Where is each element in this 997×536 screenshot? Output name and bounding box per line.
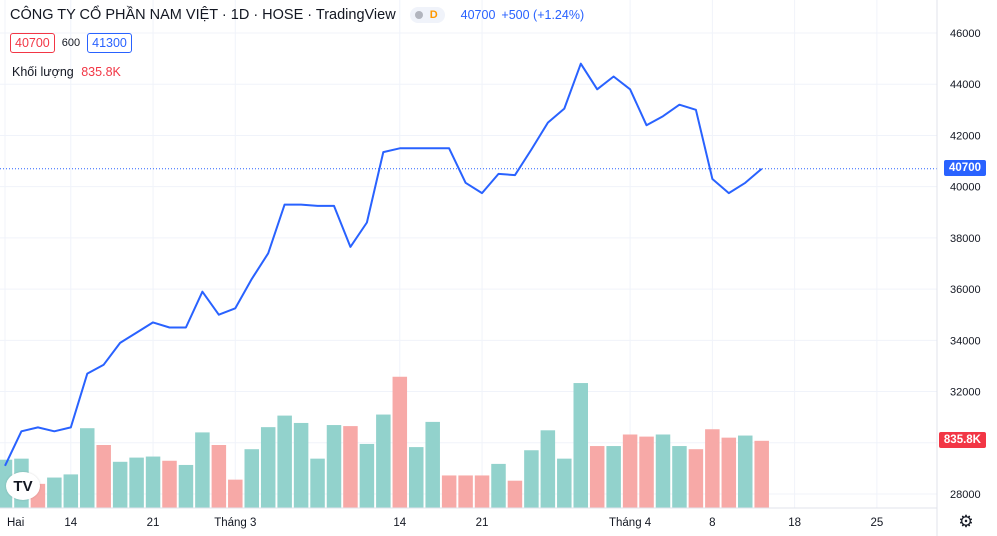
volume-label: Khối lượng [12, 65, 74, 79]
volume-bar [474, 475, 490, 508]
volume-bar [738, 435, 753, 508]
price-change: +500 (+1.24%) [501, 8, 585, 22]
volume-bar [392, 376, 408, 508]
volume-bar [277, 415, 292, 508]
volume-bar [228, 479, 243, 508]
last-volume-tag: 835.8K [938, 431, 986, 448]
time-tick-label: 21 [147, 517, 160, 529]
price-tick-label: 28000 [950, 489, 981, 501]
sell-price-box[interactable]: 40700 [10, 33, 55, 53]
volume-bar [754, 440, 769, 508]
volume-bar [145, 456, 161, 508]
price-tick-label: 40000 [950, 182, 981, 194]
price-tick-label: 42000 [950, 130, 981, 142]
volume-legend[interactable]: Khối lượng 835.8K [12, 65, 121, 79]
volume-bar [441, 475, 457, 508]
price-tick-label: 46000 [950, 28, 981, 40]
price-series [0, 62, 937, 467]
price-tick-label: 36000 [950, 284, 981, 296]
volume-bar [310, 458, 325, 508]
volume-bar [458, 475, 473, 508]
volume-bar [260, 427, 276, 508]
volume-bar [96, 445, 111, 508]
last-price: 40700 [460, 8, 496, 22]
price-tick-label: 34000 [950, 335, 981, 347]
volume-bar [573, 383, 588, 508]
time-tick-label: 14 [393, 517, 406, 529]
time-axis: Hai 14 21 Tháng 3 14 21 Tháng 4 8 18 25 [0, 507, 937, 529]
volume-bar [672, 446, 687, 508]
volume-value: 835.8K [81, 65, 121, 79]
bid-ask-row: 40700 600 41300 [10, 33, 132, 53]
symbol-title: CÔNG TY CỔ PHẦN NAM VIỆT · 1D · HOSE · T… [10, 7, 396, 23]
volume-bar [129, 457, 144, 508]
time-tick-label: 8 [709, 517, 715, 529]
buy-price-box[interactable]: 41300 [87, 33, 132, 53]
volume-bar [622, 434, 638, 508]
volume-bar [63, 474, 79, 508]
logo-text: TV [13, 477, 33, 495]
volume-bar [178, 464, 194, 508]
tradingview-logo[interactable]: TV [6, 472, 40, 500]
volume-bar [359, 443, 375, 508]
time-tick-label: 25 [870, 517, 883, 529]
time-tick-label: Hai [7, 517, 24, 529]
volume-bar [721, 437, 737, 508]
volume-bar [589, 446, 605, 508]
volume-bar [47, 477, 62, 508]
volume-bar [705, 429, 720, 508]
volume-bar [409, 447, 424, 508]
settings-gear-icon[interactable]: ⚙ [958, 512, 974, 531]
market-status-badge[interactable]: D [409, 7, 445, 23]
price-tick-label: 44000 [950, 79, 981, 91]
volume-bar [557, 458, 572, 508]
volume-bar [343, 426, 358, 508]
price-line [4, 62, 763, 467]
volume-bar [655, 434, 671, 508]
time-tick-label: 14 [64, 517, 77, 529]
price-tick-label: 38000 [950, 233, 981, 245]
delay-letter: D [429, 9, 438, 21]
volume-bar [606, 446, 621, 508]
chart-header: CÔNG TY CỔ PHẦN NAM VIỆT · 1D · HOSE · T… [10, 7, 584, 23]
volume-bar [688, 449, 704, 508]
volume-bar [491, 463, 506, 508]
price-tick-label: 32000 [950, 387, 981, 399]
time-tick-label: 21 [476, 517, 489, 529]
volume-bar [639, 436, 654, 508]
time-tick-label: Tháng 3 [214, 517, 256, 529]
time-tick-label: 18 [788, 517, 801, 529]
market-closed-icon [414, 11, 423, 19]
price-axis: 2800030000320003400036000380004000042000… [936, 0, 981, 536]
volume-bar [244, 449, 259, 508]
grid [0, 0, 937, 508]
volume-bar [211, 445, 227, 508]
time-tick-label: Tháng 4 [609, 517, 652, 529]
volume-bar [425, 421, 440, 508]
volume-bar [524, 450, 539, 508]
volume-bar [112, 461, 128, 508]
volume-bar [195, 432, 210, 508]
volume-bar [293, 422, 309, 508]
volume-bar [507, 480, 523, 508]
volume-bar [80, 428, 95, 508]
last-price-tag: 40700 [944, 159, 986, 176]
volume-bar [162, 460, 177, 508]
spread-value: 600 [61, 37, 81, 49]
volume-bar [326, 425, 342, 508]
volume-bar [540, 430, 556, 508]
volume-bar [376, 414, 391, 508]
